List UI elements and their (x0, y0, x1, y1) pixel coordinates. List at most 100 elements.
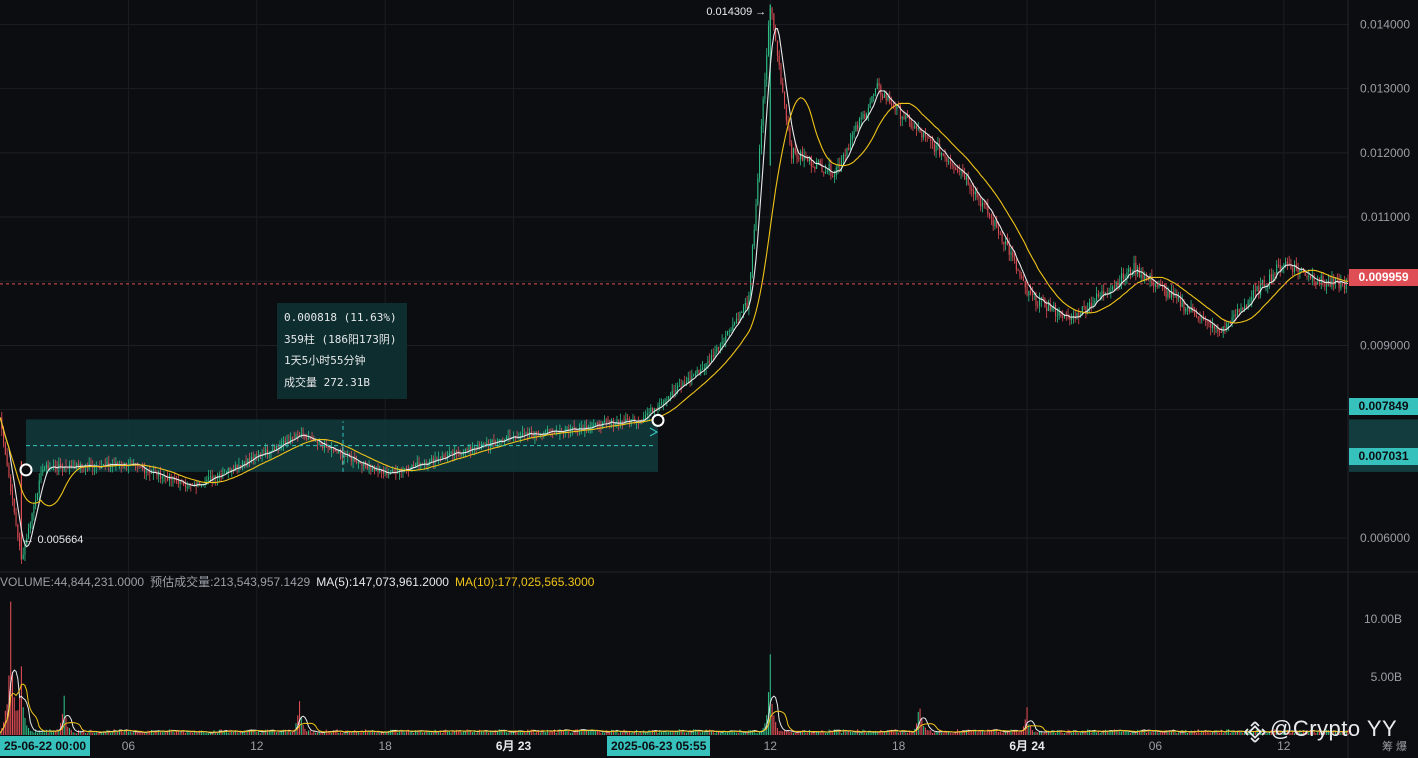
candle-body (876, 83, 878, 89)
candle-body (1142, 274, 1144, 280)
volume-bar (101, 731, 103, 735)
volume-bar (1056, 729, 1058, 735)
candle-body (1069, 316, 1071, 320)
volume-bar (737, 732, 739, 735)
candle-body (650, 407, 652, 412)
volume-bar (858, 733, 860, 735)
candle-body (4, 443, 6, 455)
volume-bar (1055, 733, 1057, 735)
volume-bar (35, 729, 37, 735)
candle-body (807, 157, 809, 162)
volume-bar (1185, 729, 1187, 735)
volume-bar (1005, 731, 1007, 735)
volume-bar (1210, 732, 1212, 735)
volume-bar (67, 726, 69, 735)
volume-bar (746, 732, 748, 735)
volume-bar (181, 730, 183, 735)
candle-body (1154, 284, 1156, 287)
candle-body (1254, 290, 1256, 292)
candle-body (1201, 318, 1203, 320)
candle-body (229, 467, 231, 471)
volume-bar (1044, 732, 1046, 735)
volume-bar (673, 731, 675, 735)
volume-bar (1122, 731, 1124, 735)
candle-body (721, 341, 723, 344)
volume-bar (470, 731, 472, 735)
candle-body (213, 476, 215, 480)
volume-bar (575, 729, 577, 735)
candle-body (1030, 290, 1032, 294)
volume-bar (1, 727, 3, 735)
volume-bar (1085, 730, 1087, 735)
candle-body (99, 467, 101, 469)
volume-bar (65, 717, 67, 735)
candle-body (1233, 314, 1235, 318)
candle-body (832, 176, 834, 177)
candle-body (238, 465, 240, 468)
volume-bar (696, 730, 698, 735)
volume-bar (124, 729, 126, 735)
volume-bar (716, 730, 718, 735)
candle-body (1042, 297, 1044, 299)
candle-body (949, 160, 951, 164)
candle-body (411, 464, 413, 470)
candle-body (309, 438, 311, 440)
volume-bar (671, 731, 673, 735)
volume-bar (241, 732, 244, 735)
candle-body (621, 421, 623, 423)
candle-body (662, 402, 664, 404)
measure-bars: 359柱 (186阳173阴) (284, 332, 397, 346)
volume-bar (1133, 731, 1135, 735)
volume-bar (1144, 729, 1146, 735)
candle-body (1129, 268, 1132, 275)
candle-body (61, 467, 63, 469)
candle-body (1090, 302, 1092, 308)
candle-body (532, 434, 534, 437)
volume-bar (154, 731, 156, 735)
candle-body (730, 329, 732, 331)
candle-body (1197, 317, 1199, 319)
volume-bar (760, 730, 762, 735)
volume-bar (880, 729, 882, 735)
volume-bar (275, 732, 277, 735)
candle-body (27, 528, 30, 539)
volume-bar (816, 732, 818, 735)
candle-body (70, 464, 72, 468)
candle-body (545, 433, 547, 434)
candle-body (151, 472, 153, 474)
candle-body (432, 458, 434, 463)
volume-bar (607, 732, 609, 735)
candle-body (1213, 325, 1215, 329)
volume-bar (1186, 733, 1189, 735)
volume-bar (117, 731, 119, 735)
candle-body (527, 432, 529, 435)
volume-bar (186, 730, 188, 735)
candle-body (252, 457, 254, 459)
candle-body (379, 469, 381, 472)
candle-body (17, 524, 19, 538)
volume-bar (835, 730, 837, 735)
candle-body (905, 114, 907, 119)
candle-body (361, 463, 363, 467)
volume-bar (1269, 731, 1271, 735)
candle-body (869, 102, 871, 109)
volume-bar (247, 729, 249, 735)
volume-bar (315, 732, 317, 735)
volume-bar (899, 732, 901, 735)
volume-bar (454, 731, 456, 735)
volume-bar (814, 731, 816, 735)
volume-bar (85, 733, 87, 735)
candle-body (894, 108, 896, 110)
volume-bar (1033, 732, 1035, 735)
candle-body (791, 143, 793, 159)
volume-bar (322, 732, 324, 735)
volume-bar (1174, 732, 1176, 735)
volume-bar (1003, 731, 1005, 735)
candle-body (600, 426, 602, 428)
volume-bar (259, 733, 261, 735)
volume-bar (1015, 730, 1017, 735)
volume-bar (1071, 732, 1073, 735)
candle-body (1331, 278, 1333, 287)
volume-bar (568, 730, 570, 735)
